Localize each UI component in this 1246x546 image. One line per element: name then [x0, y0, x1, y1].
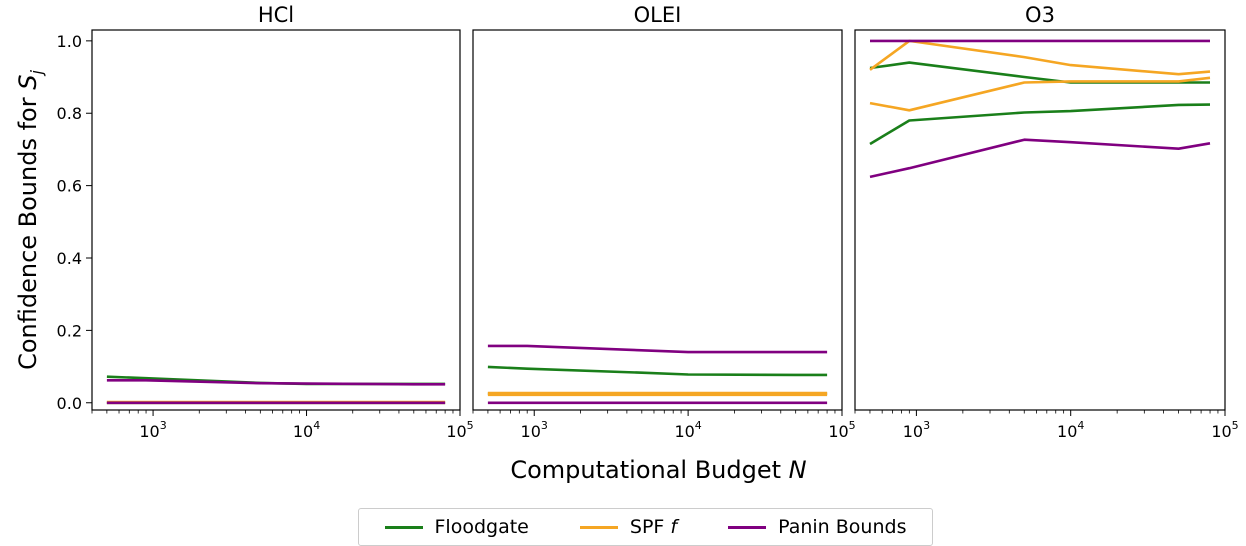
x-tick-label-hcl-1: 104: [293, 419, 320, 441]
plot-frame-hcl: [91, 29, 461, 411]
legend-item-floodgate: Floodgate: [384, 516, 529, 538]
y-tick-label-0: 0.0: [57, 394, 82, 413]
series-line-o3-spf-f-lower: [869, 76, 1211, 112]
legend-label-floodgate: Floodgate: [434, 516, 529, 538]
legend-swatch-panin: [728, 525, 767, 529]
legend: Floodgate SPF f Panin Bounds: [358, 508, 933, 546]
series-line-o3-spf-f-upper: [869, 39, 1211, 76]
x-tick-label-olei-2: 105: [828, 419, 855, 441]
series-line-o3-floodgate-upper: [869, 61, 1210, 84]
y-tick-label-1: 0.2: [57, 321, 82, 340]
plot-frame-o3: [854, 29, 1226, 411]
x-tick-label-olei-1: 104: [674, 419, 701, 441]
x-tick-label-o3-0: 103: [903, 419, 930, 441]
series-line-o3-panin-bounds-lower: [869, 138, 1211, 179]
x-axis-label: Computational Budget N: [510, 456, 806, 484]
legend-item-panin: Panin Bounds: [728, 516, 906, 538]
y-axis-label: Confidence Bounds for Sj: [14, 70, 46, 370]
y-tick-label-5: 1.0: [57, 32, 82, 51]
y-tick-label-2: 0.4: [57, 249, 82, 268]
series-line-olei-panin-bounds-upper: [487, 344, 828, 354]
plot-frame-olei: [472, 29, 843, 411]
series-line-o3-floodgate-lower: [869, 103, 1211, 146]
y-tick-label-4: 0.8: [57, 104, 82, 123]
legend-swatch-floodgate: [384, 525, 423, 529]
x-tick-label-olei-0: 103: [521, 419, 548, 441]
y-tick-label-3: 0.6: [57, 177, 82, 196]
legend-swatch-spf: [579, 525, 618, 529]
x-tick-label-hcl-0: 103: [139, 419, 166, 441]
legend-label-panin: Panin Bounds: [778, 516, 907, 538]
x-tick-label-o3-1: 104: [1057, 419, 1084, 441]
panel-title-olei: OLEI: [634, 3, 682, 27]
x-tick-label-hcl-2: 105: [446, 419, 473, 441]
panel-title-hcl: HCl: [258, 3, 294, 27]
panel-title-o3: O3: [1025, 3, 1055, 27]
series-line-olei-floodgate-upper: [487, 365, 828, 377]
legend-label-spf: SPF f: [629, 516, 678, 538]
legend-item-spf: SPF f: [579, 516, 678, 538]
x-tick-label-o3-2: 105: [1211, 419, 1238, 441]
series-line-hcl-panin-bounds-upper: [106, 378, 446, 386]
